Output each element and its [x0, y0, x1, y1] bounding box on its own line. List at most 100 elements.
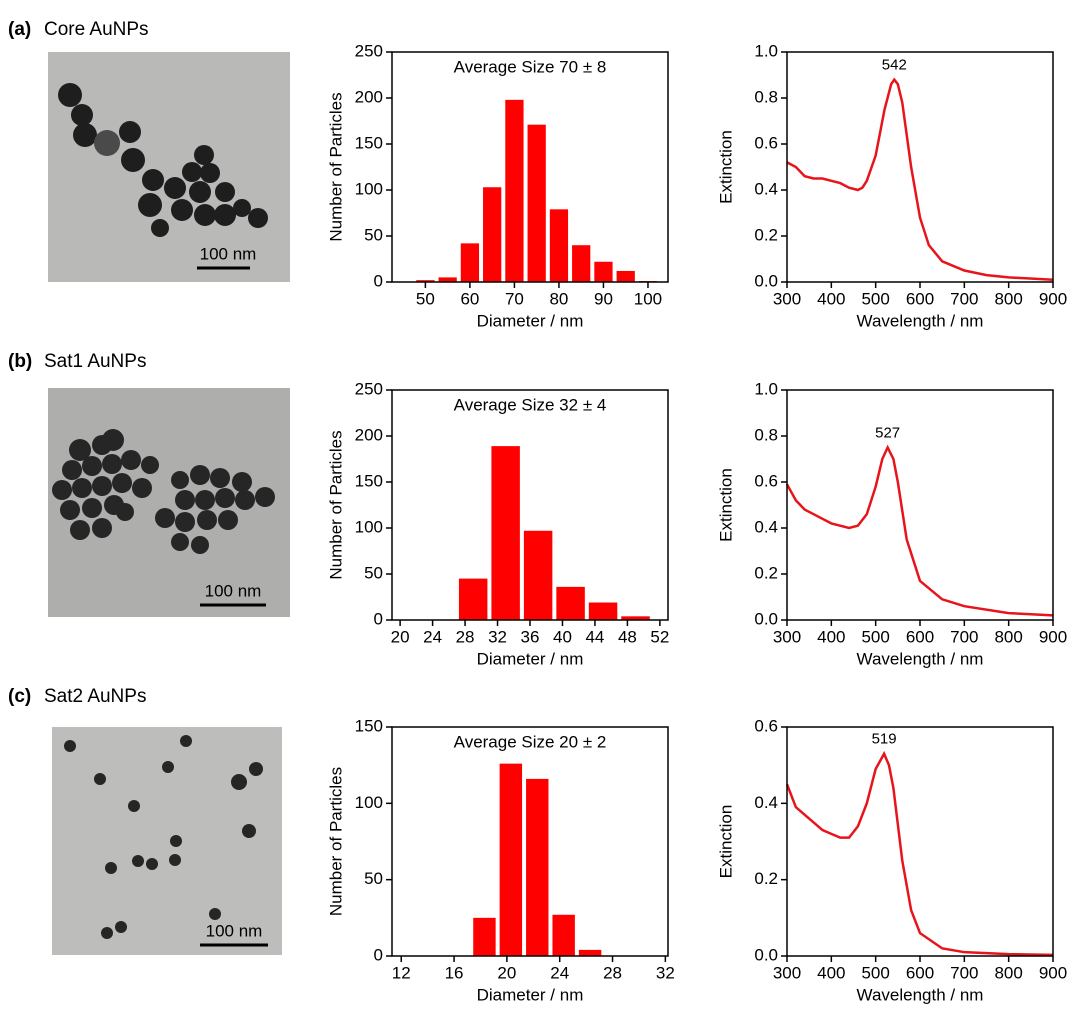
peak-label: 527 [875, 424, 900, 441]
x-tick-label: 500 [861, 963, 889, 982]
bar [491, 446, 520, 620]
x-tick-label: 400 [817, 963, 845, 982]
x-tick-label: 300 [773, 627, 801, 646]
peak-label: 519 [872, 731, 897, 748]
y-tick-label: 0.8 [754, 425, 778, 444]
x-tick-label: 600 [906, 289, 934, 308]
x-tick-label: 16 [445, 963, 464, 982]
x-tick-label: 24 [550, 963, 569, 982]
x-tick-label: 12 [392, 963, 411, 982]
x-tick-label: 800 [994, 963, 1022, 982]
tem-image: 100 nm [52, 727, 282, 955]
y-tick-label: 0.2 [754, 563, 778, 582]
bar [594, 261, 613, 282]
bar [556, 586, 585, 620]
y-axis-label: Number of Particles [326, 430, 345, 579]
x-tick-label: 600 [906, 963, 934, 982]
x-tick-label: 900 [1039, 627, 1067, 646]
bar [505, 99, 524, 282]
x-tick-label: 700 [950, 289, 978, 308]
y-tick-label: 0.0 [754, 609, 778, 628]
x-tick-label: 500 [861, 289, 889, 308]
plot-frame [786, 389, 1054, 621]
y-tick-label: 1.0 [754, 41, 778, 60]
scale-bar-label: 100 nm [205, 581, 262, 600]
bar [458, 578, 488, 620]
y-tick-label: 150 [355, 471, 383, 490]
x-tick-label: 52 [650, 627, 669, 646]
x-tick-label: 44 [585, 627, 604, 646]
plot-frame [786, 51, 1054, 283]
y-tick-label: 100 [355, 793, 383, 812]
x-tick-label: 60 [460, 289, 479, 308]
y-tick-label: 100 [355, 179, 383, 198]
y-tick-label: 1.0 [754, 379, 778, 398]
plot-frame [391, 389, 669, 621]
y-tick-label: 0.0 [754, 945, 778, 964]
y-tick-label: 0.2 [754, 869, 778, 888]
y-axis-label: Extinction [716, 805, 735, 879]
y-tick-label: 0 [374, 945, 383, 964]
y-axis-label: Extinction [716, 468, 735, 542]
annotation: Average Size 32 ± 4 [454, 395, 607, 414]
x-tick-label: 80 [549, 289, 568, 308]
x-tick-label: 400 [817, 627, 845, 646]
bar [549, 209, 569, 282]
scale-bar-label: 100 nm [206, 921, 263, 940]
scale-bar-label: 100 nm [200, 244, 257, 263]
x-tick-label: 700 [950, 963, 978, 982]
x-axis-label: Wavelength / nm [857, 311, 984, 330]
y-tick-label: 0.4 [754, 793, 778, 812]
x-tick-label: 700 [950, 627, 978, 646]
bar [483, 187, 502, 282]
x-tick-label: 32 [488, 627, 507, 646]
spectrum-line [785, 444, 1054, 617]
tem-image: 100 nm [48, 388, 290, 617]
y-tick-label: 0.8 [754, 87, 778, 106]
y-axis-label: Number of Particles [326, 767, 345, 916]
panel-label: (c) [8, 686, 31, 707]
x-axis-label: Diameter / nm [477, 985, 584, 1004]
y-tick-label: 250 [355, 41, 383, 60]
x-tick-label: 500 [861, 627, 889, 646]
y-tick-label: 0.4 [754, 517, 778, 536]
y-tick-label: 150 [355, 133, 383, 152]
x-tick-label: 50 [416, 289, 435, 308]
x-tick-label: 40 [553, 627, 572, 646]
bar [527, 124, 546, 283]
y-tick-label: 200 [355, 425, 383, 444]
bar [523, 530, 553, 620]
y-tick-label: 0.6 [754, 471, 778, 490]
x-tick-label: 24 [423, 627, 442, 646]
x-tick-label: 100 [634, 289, 662, 308]
x-axis-label: Wavelength / nm [857, 649, 984, 668]
spectrum-line [786, 77, 1054, 281]
panel-label: (b) [8, 351, 32, 372]
plot-frame [391, 726, 669, 957]
y-tick-label: 0.0 [754, 271, 778, 290]
panel-name: Sat1 AuNPs [44, 351, 146, 372]
x-tick-label: 90 [594, 289, 613, 308]
x-tick-label: 32 [656, 963, 675, 982]
y-tick-label: 50 [364, 563, 383, 582]
y-tick-label: 0 [374, 271, 383, 290]
annotation: Average Size 70 ± 8 [454, 57, 607, 76]
bar [552, 914, 575, 956]
y-tick-label: 200 [355, 87, 383, 106]
x-tick-label: 800 [994, 627, 1022, 646]
y-tick-label: 0.4 [754, 179, 778, 198]
bar [588, 602, 618, 620]
bar [616, 270, 635, 282]
bar [416, 280, 435, 282]
y-tick-label: 100 [355, 517, 383, 536]
bar [499, 763, 523, 956]
plot-frame [786, 726, 1054, 957]
x-tick-label: 900 [1039, 963, 1067, 982]
y-axis-label: Extinction [716, 130, 735, 204]
y-tick-label: 0.2 [754, 225, 778, 244]
x-tick-label: 900 [1039, 289, 1067, 308]
bar [438, 277, 457, 282]
x-tick-label: 300 [773, 963, 801, 982]
panel-name: Sat2 AuNPs [44, 686, 146, 707]
